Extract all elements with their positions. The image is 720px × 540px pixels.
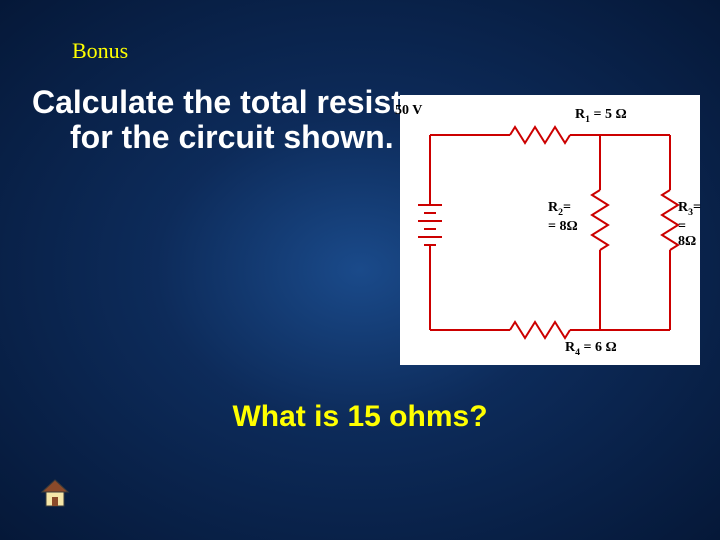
r2-label: R2== 8Ω — [548, 200, 578, 234]
home-icon[interactable] — [40, 478, 70, 508]
r4-label: R4 = 6 Ω — [565, 340, 617, 358]
category-label: Bonus — [72, 38, 128, 64]
answer-text: What is 15 ohms? — [0, 400, 720, 434]
r3-label: R3== 8Ω — [678, 200, 701, 249]
circuit-diagram: 50 V R1 = 5 Ω R2== 8Ω R3== 8Ω R4 = 6 Ω — [400, 95, 700, 365]
voltage-label: 50 V — [395, 103, 422, 119]
r1-label: R1 = 5 Ω — [575, 107, 627, 125]
